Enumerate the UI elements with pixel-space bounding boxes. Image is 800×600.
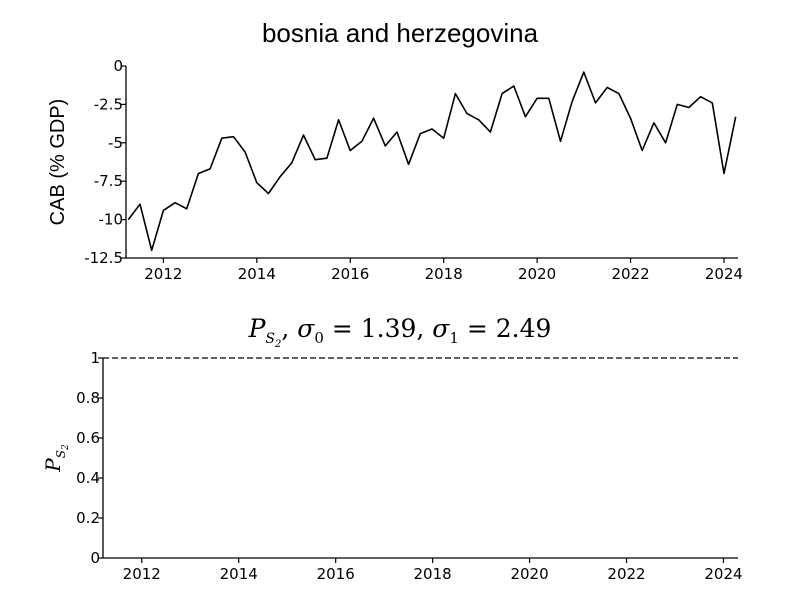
prob-y-tick-label: 0.4 xyxy=(76,469,100,487)
prob-y-tick-label: 1 xyxy=(90,349,100,367)
prob-y-tick-label: 0.8 xyxy=(76,389,100,407)
prob-x-tick-label: 2024 xyxy=(704,565,742,583)
cab-x-tick-label: 2022 xyxy=(611,265,649,283)
cab-x-tick-label: 2024 xyxy=(705,265,743,283)
prob-x-tick-label: 2012 xyxy=(123,565,161,583)
cab-chart-title: bosnia and herzegovina xyxy=(262,18,539,48)
probability-chart-axes: 2012 2014 2016 2018 2020 2022 2024 0 0.2 0.4 0.6 0.… xyxy=(76,349,742,583)
probability-chart: PS2, σ0 = 1.39, σ1 = 2.49 PS2 2012 2014 20… xyxy=(41,314,743,583)
prob-x-tick-label: 2014 xyxy=(220,565,258,583)
cab-x-tick-label: 2016 xyxy=(331,265,369,283)
cab-chart-axes: 2012 2014 2016 2018 2020 2022 2024 0 -2.5 -5 -7.5 -… xyxy=(84,57,743,283)
cab-y-tick-label: -2.5 xyxy=(94,95,123,113)
cab-y-tick-label: -7.5 xyxy=(94,172,123,190)
cab-series-line xyxy=(127,71,737,252)
cab-y-tick-label: -10 xyxy=(99,211,124,229)
cab-chart: bosnia and herzegovina CAB (% GDP) 2012 2… xyxy=(47,18,743,283)
cab-chart-ylabel: CAB (% GDP) xyxy=(47,99,69,226)
cab-x-tick-label: 2014 xyxy=(238,265,276,283)
prob-y-tick-label: 0.6 xyxy=(76,429,100,447)
probability-chart-ylabel: PS2 xyxy=(41,444,71,473)
prob-y-tick-label: 0 xyxy=(90,549,100,567)
prob-x-tick-label: 2020 xyxy=(510,565,548,583)
probability-chart-title: PS2, σ0 = 1.39, σ1 = 2.49 xyxy=(248,314,552,350)
prob-x-tick-label: 2022 xyxy=(607,565,645,583)
prob-y-tick-label: 0.2 xyxy=(76,509,100,527)
cab-x-tick-label: 2020 xyxy=(518,265,556,283)
cab-y-tick-label: 0 xyxy=(113,57,123,75)
prob-x-tick-label: 2016 xyxy=(317,565,355,583)
cab-y-tick-label: -12.5 xyxy=(84,249,123,267)
cab-chart-marks xyxy=(127,71,737,252)
prob-x-tick-label: 2018 xyxy=(414,565,452,583)
cab-y-tick-label: -5 xyxy=(108,134,123,152)
cab-x-tick-label: 2012 xyxy=(144,265,182,283)
cab-x-tick-label: 2018 xyxy=(425,265,463,283)
